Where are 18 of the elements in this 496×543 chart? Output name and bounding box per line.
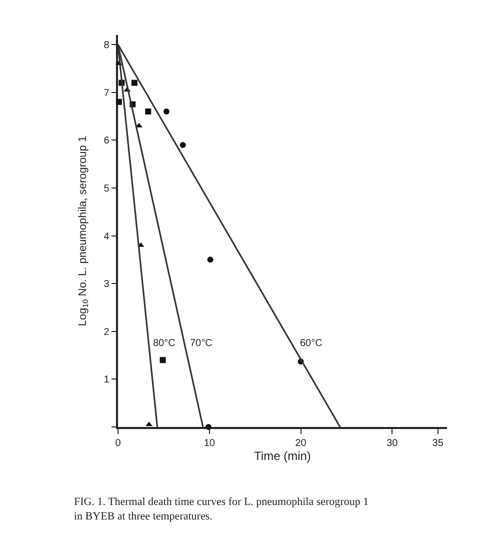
x-tick-label: 30 xyxy=(386,438,398,449)
y-tick-label: 8 xyxy=(104,40,110,52)
y-tick-label: 2 xyxy=(104,326,110,338)
series-label: 80°C xyxy=(153,338,176,349)
x-tick-label: 35 xyxy=(432,438,444,449)
x-tick-label: 20 xyxy=(295,438,307,449)
series-label: 60°C xyxy=(300,338,322,349)
x-tick-label: 0 xyxy=(115,438,122,449)
y-tick-label: 7 xyxy=(104,88,110,99)
y-tick-label: 3 xyxy=(104,279,110,290)
y-tick-label: 1 xyxy=(104,374,110,386)
series-label: 70°C xyxy=(190,338,212,349)
y-tick-label: 6 xyxy=(104,136,110,147)
x-tick-label: 10 xyxy=(204,438,216,449)
caption: FIG. 1. Thermal death time curves for L. pneumophila serogroup 1 in BYEB at three temperatures. xyxy=(74,496,369,522)
y-tick-label: 4 xyxy=(104,231,110,242)
x-axis-title: Time (min) xyxy=(254,449,311,464)
y-tick-label: 5 xyxy=(104,183,110,194)
